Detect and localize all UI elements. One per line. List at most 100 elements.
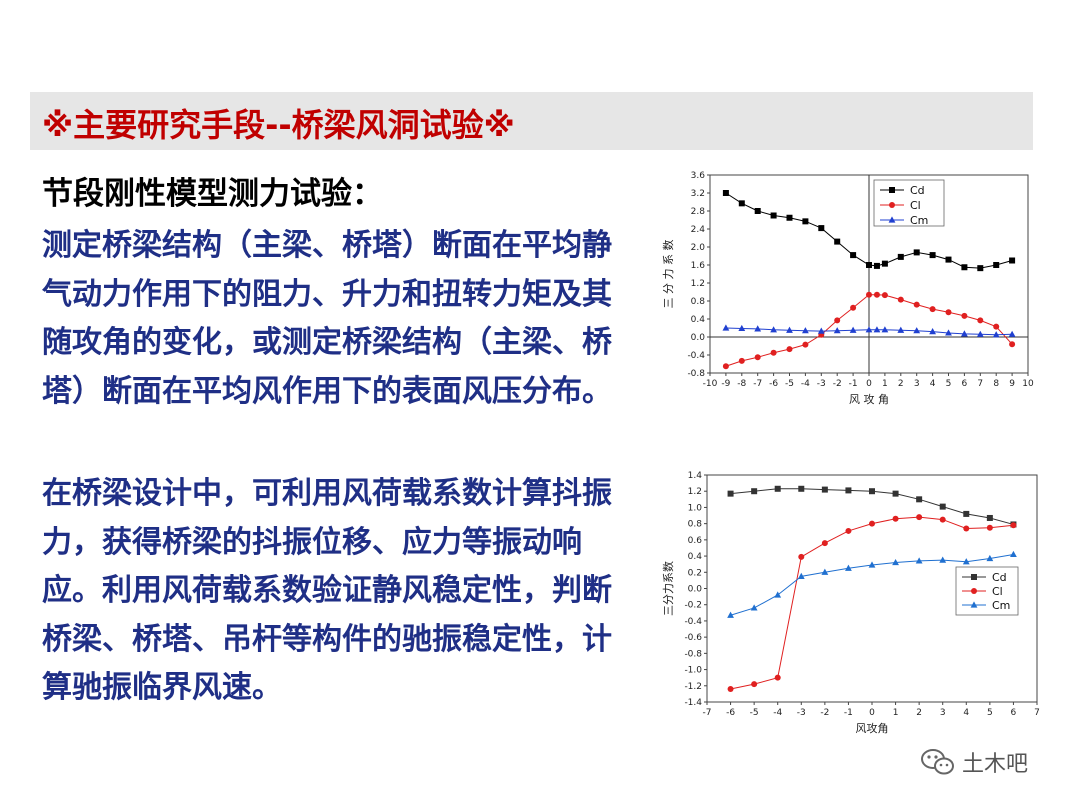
data-point <box>976 330 984 337</box>
data-point <box>963 525 970 532</box>
data-point <box>873 262 880 269</box>
x-tick-label: 0 <box>866 379 872 389</box>
x-tick-label: 1 <box>893 708 899 718</box>
x-tick-label: -1 <box>844 708 853 718</box>
x-tick-label: -3 <box>817 379 826 389</box>
data-point <box>897 326 905 333</box>
data-point <box>977 265 984 272</box>
paragraph-1: 测定桥梁结构（主梁、桥塔）断面在平均静气动力作用下的阻力、升力和扭转力矩及其随攻… <box>42 228 612 409</box>
legend-entry: Cm <box>992 599 1010 612</box>
data-point <box>727 686 734 693</box>
data-point <box>722 190 729 196</box>
slide-title: ※主要研究手段--桥梁风洞试验※ <box>42 106 515 144</box>
x-tick-label: -6 <box>769 379 778 389</box>
x-tick-label: -2 <box>833 379 842 389</box>
data-point <box>939 516 946 523</box>
data-point <box>929 252 936 259</box>
data-point <box>786 214 793 221</box>
data-point <box>722 324 730 331</box>
data-point <box>821 540 828 547</box>
x-tick-label: 4 <box>930 379 936 389</box>
chart-2: -7 -6 -5 -4 -3 -2 -1 0 1 2 3 4 5 6 7 -1.4 -1.2 -1.0 -0.8 -0… <box>660 465 1050 735</box>
data-point <box>913 301 920 308</box>
x-tick-label: 6 <box>1011 708 1017 718</box>
y-tick-label: 3.2 <box>691 189 705 199</box>
y-tick-label: 2.0 <box>691 243 706 253</box>
y-tick-label: -0.6 <box>684 633 702 643</box>
data-point <box>866 262 872 268</box>
data-point <box>738 357 745 364</box>
y-tick-label: 0.0 <box>691 333 706 343</box>
x-tick-label: 10 <box>1022 379 1034 389</box>
data-point <box>770 212 777 219</box>
data-point <box>881 260 888 267</box>
data-point <box>897 296 904 303</box>
data-point <box>892 558 899 566</box>
x-tick-label: 9 <box>1009 379 1015 389</box>
legend-entry: Cl <box>910 199 921 212</box>
chart-1: -10 -9 -8 -7 -6 -5 -4 -3 -2 -1 0 1 2 3 4 5 6 7 8 9 10-0.8-0.… <box>660 165 1050 420</box>
x-tick-label: 3 <box>914 379 920 389</box>
y-tick-label: -0.4 <box>684 617 702 627</box>
data-point <box>913 249 920 256</box>
data-point <box>889 187 895 193</box>
x-tick-label: -6 <box>726 708 735 718</box>
data-point <box>1009 341 1016 348</box>
data-point <box>750 604 758 611</box>
data-point <box>845 527 852 534</box>
legend-entry: Cm <box>910 214 928 227</box>
data-point <box>961 264 968 271</box>
data-point <box>850 304 857 311</box>
data-point <box>939 503 946 510</box>
legend-entry: Cd <box>910 184 925 197</box>
x-tick-label: -7 <box>753 379 762 389</box>
y-axis-label: 三 分 力 系 数 <box>662 240 675 309</box>
data-point <box>881 292 888 299</box>
data-point <box>834 317 841 324</box>
x-tick-label: -3 <box>797 708 806 718</box>
x-tick-label: 5 <box>987 708 993 718</box>
y-tick-label: 0.8 <box>691 297 706 307</box>
y-tick-label: 2.8 <box>691 207 706 217</box>
data-point <box>945 309 952 316</box>
data-point <box>817 327 825 334</box>
data-point <box>797 572 805 579</box>
data-point <box>786 326 793 333</box>
paragraph-2: 在桥梁设计中，可利用风荷载系数计算抖振力，获得桥梁的抖振位移、应力等振动响应。利… <box>42 476 612 705</box>
data-point <box>970 601 978 608</box>
data-point <box>961 330 968 337</box>
data-point <box>913 327 921 334</box>
data-point <box>774 591 782 598</box>
data-point <box>1008 330 1016 337</box>
data-point <box>992 331 1000 338</box>
data-point <box>722 363 729 370</box>
series-line-cm <box>725 327 1013 336</box>
data-point <box>821 568 829 575</box>
y-tick-label: -1.4 <box>684 698 702 708</box>
data-point <box>892 490 899 497</box>
y-tick-label: 0.0 <box>688 585 703 595</box>
data-point <box>834 238 841 245</box>
data-point <box>866 291 872 298</box>
x-tick-label: -5 <box>750 708 759 718</box>
data-point <box>869 520 875 527</box>
watermark: 土木吧 <box>920 746 1028 778</box>
data-point <box>818 225 825 232</box>
data-point <box>986 514 993 521</box>
data-point <box>751 681 758 688</box>
x-tick-label: 7 <box>1034 708 1040 718</box>
data-point <box>929 328 936 335</box>
legend-box <box>873 179 945 227</box>
x-tick-label: 0 <box>869 708 875 718</box>
data-point <box>849 326 857 333</box>
data-point <box>939 556 947 563</box>
x-axis-label: 风攻角 <box>856 721 889 735</box>
y-tick-label: 1.0 <box>688 503 703 513</box>
y-tick-label: 0.8 <box>688 520 703 530</box>
data-point <box>945 329 952 336</box>
data-point <box>977 317 984 324</box>
data-point <box>774 674 781 681</box>
data-point <box>873 291 880 298</box>
data-point <box>993 323 1000 330</box>
data-point <box>945 256 952 263</box>
